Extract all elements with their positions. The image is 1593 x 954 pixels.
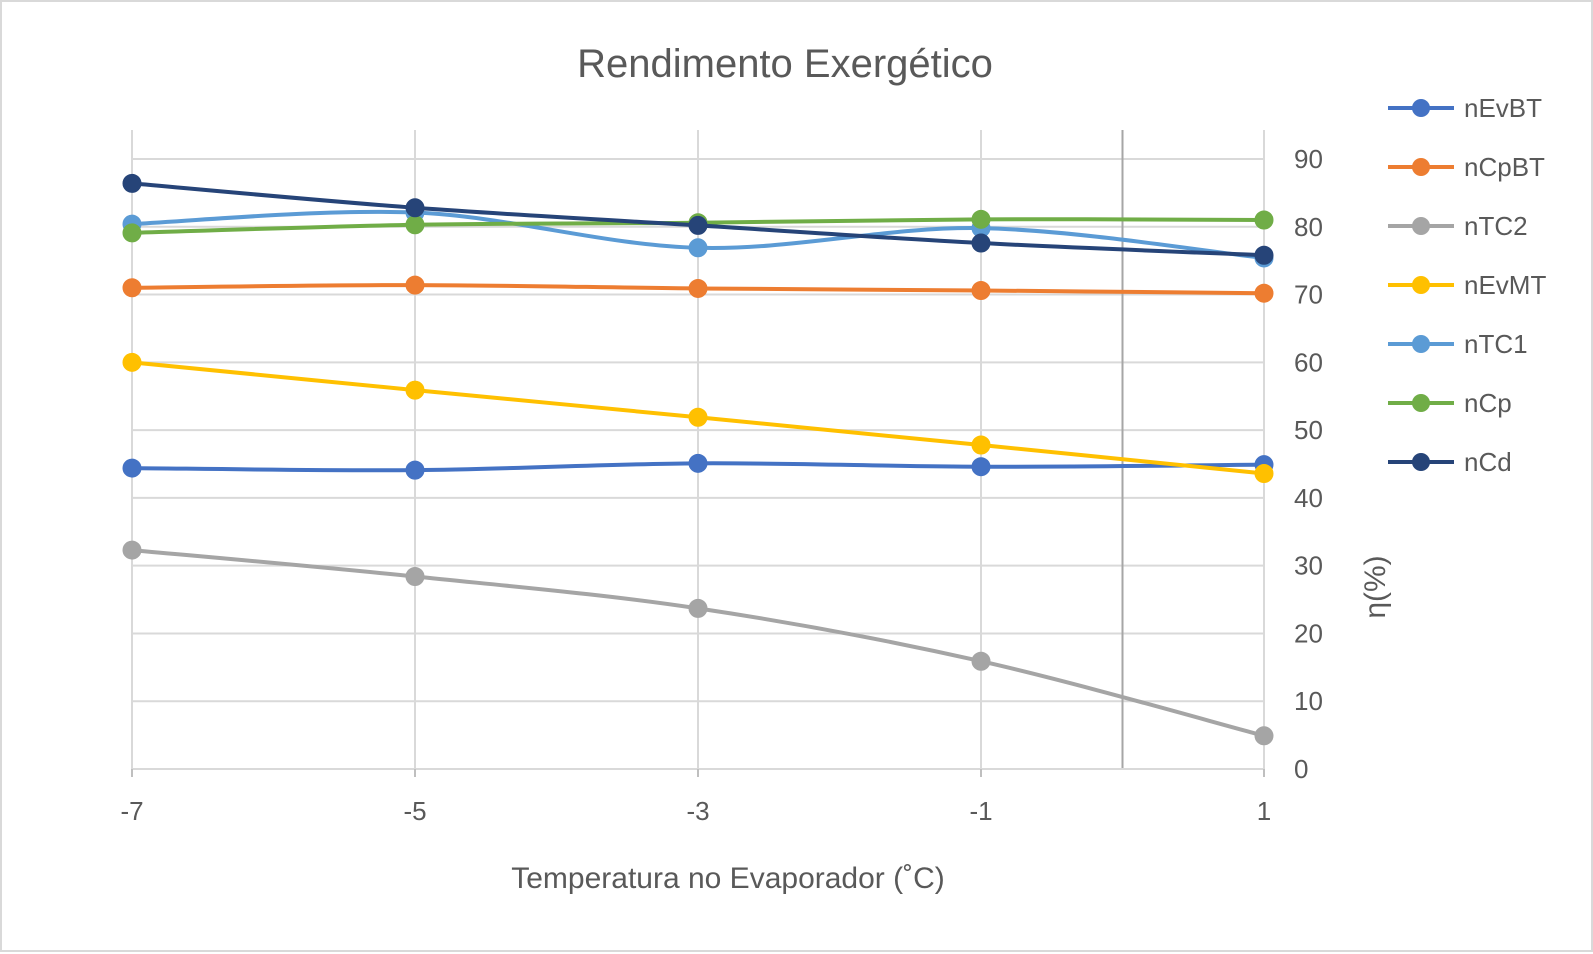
axes [131,768,1265,777]
legend-marker-nTC1 [1412,335,1430,353]
data-point-nTC2 [971,651,991,671]
data-point-nCpBT [1254,283,1274,303]
data-point-nTC2 [1254,726,1274,746]
legend: nEvBT nCpBT nTC2 nEvMT nTC1 nCp nCd [1388,93,1546,477]
legend-marker-nCd [1412,453,1430,471]
data-point-nTC1 [688,238,708,258]
legend-marker-nCp [1412,394,1430,412]
x-tick-label: -7 [120,796,143,826]
legend-marker-nCpBT [1412,158,1430,176]
data-point-nCd [405,198,425,218]
data-point-nEvBT [971,457,991,477]
data-point-nCd [971,233,991,253]
data-point-nTC2 [688,598,708,618]
legend-item-nCpBT: nCpBT [1388,152,1545,182]
y-tick-label: 50 [1294,415,1323,445]
legend-item-nEvBT: nEvBT [1388,93,1542,123]
data-point-nCd [1254,245,1274,265]
series-group [122,173,1274,746]
tick-labels: -7 -5 -3 -1 10 10 20 30 40 50 60 70 80 90 [120,144,1322,826]
data-point-nEvMT [688,407,708,427]
data-point-nEvBT [688,453,708,473]
data-point-nCd [122,173,142,193]
legend-marker-nTC2 [1412,217,1430,235]
data-point-nEvMT [405,380,425,400]
y-tick-label: 10 [1294,686,1323,716]
data-point-nEvBT [405,460,425,480]
x-tick-label: -3 [686,796,709,826]
legend-item-nTC2: nTC2 [1388,211,1528,241]
data-point-nCp [1254,210,1274,230]
legend-label-nCd: nCd [1464,447,1512,477]
y-tick-label: 80 [1294,212,1323,242]
data-point-nCpBT [122,278,142,298]
x-tick-label: -1 [969,796,992,826]
series-nCd [122,173,1274,265]
data-point-nCp [405,215,425,235]
legend-label-nEvBT: nEvBT [1464,93,1542,123]
y-tick-label: 40 [1294,483,1323,513]
x-tick-label: -5 [403,796,426,826]
series-nEvMT [122,352,1274,483]
legend-item-nEvMT: nEvMT [1388,270,1546,300]
data-point-nCp [971,209,991,229]
data-point-nCpBT [971,280,991,300]
legend-marker-nEvMT [1412,276,1430,294]
data-point-nTC2 [122,540,142,560]
x-axis-label: Temperatura no Evaporador (˚C) [511,862,945,895]
data-point-nCd [688,215,708,235]
chart-title: Rendimento Exergético [577,42,993,86]
legend-marker-nEvBT [1412,99,1430,117]
y-tick-label: 0 [1294,754,1308,784]
data-point-nCp [122,223,142,243]
legend-label-nEvMT: nEvMT [1464,270,1546,300]
y-tick-label: 30 [1294,551,1323,581]
legend-item-nCp: nCp [1388,388,1512,418]
data-point-nEvMT [1254,463,1274,483]
data-point-nCpBT [405,275,425,295]
y-tick-label: 90 [1294,144,1323,174]
y-tick-label: 70 [1294,280,1323,310]
data-point-nEvMT [122,352,142,372]
data-point-nTC2 [405,567,425,587]
legend-label-nTC1: nTC1 [1464,329,1528,359]
series-nEvBT [122,453,1274,480]
y-axis-label: η(%) [1359,555,1392,618]
legend-label-nCpBT: nCpBT [1464,152,1545,182]
legend-label-nTC2: nTC2 [1464,211,1528,241]
x-tick-label: 1 [1257,796,1271,826]
data-point-nEvBT [122,458,142,478]
legend-label-nCp: nCp [1464,388,1512,418]
data-point-nCpBT [688,278,708,298]
series-nCpBT [122,275,1274,303]
series-nTC2 [122,540,1274,746]
data-point-nEvMT [971,435,991,455]
legend-item-nTC1: nTC1 [1388,329,1528,359]
y-tick-label: 60 [1294,347,1323,377]
y-tick-label: 20 [1294,618,1323,648]
legend-item-nCd: nCd [1388,447,1512,477]
